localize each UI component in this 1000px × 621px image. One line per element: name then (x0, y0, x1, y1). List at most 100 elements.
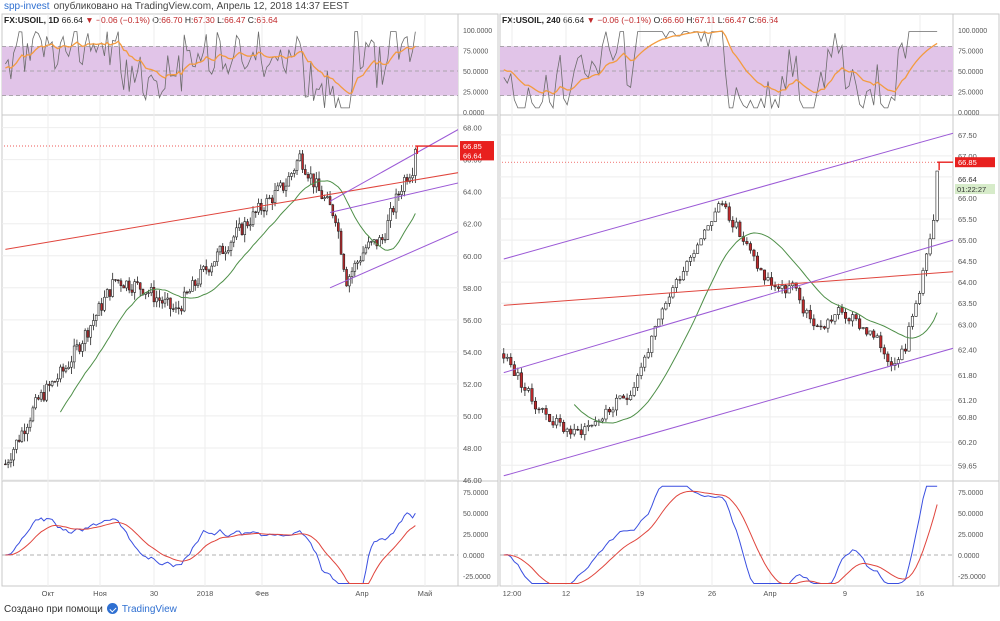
candle-body (320, 190, 324, 200)
candle-body (331, 204, 335, 217)
candle-body (15, 439, 18, 450)
candle-body (81, 343, 84, 352)
candle-body (805, 309, 809, 314)
osc-tick-label: 75.0000 (958, 490, 983, 497)
osc-fast-line (5, 512, 416, 584)
candle-body (61, 366, 65, 372)
candle-body (826, 319, 830, 329)
time-tick-label: Окт (42, 589, 55, 598)
panel-border (499, 13, 1000, 587)
price-tick-label: 62.40 (958, 346, 977, 355)
candle-body (625, 397, 629, 400)
candle-body (204, 266, 208, 271)
candle-body (147, 292, 150, 294)
time-tick-label: 30 (150, 589, 158, 598)
rsi-tick-label: 75.0000 (958, 49, 983, 56)
candle-body (191, 280, 194, 292)
trend-line (503, 271, 953, 306)
candle-body (111, 279, 114, 297)
candle-body (833, 314, 837, 322)
price-tick-label: 65.50 (958, 215, 977, 224)
candle-body (350, 270, 354, 277)
candle-body (660, 308, 664, 320)
tradingview-link[interactable]: TradingView (121, 604, 177, 615)
channel-line (329, 129, 458, 202)
symbol-quote: FX:USOIL, 1D 66.64 ▼ −0.06 (−0.1%) O:66.… (4, 15, 278, 25)
candle-body (287, 176, 291, 187)
candle-body (226, 250, 230, 253)
osc-tick-label: 25.0000 (463, 532, 488, 539)
price-tick-label: 59.65 (958, 461, 977, 470)
candle-body (169, 297, 172, 310)
candle-body (646, 352, 650, 358)
candle-body (152, 287, 156, 303)
candle-body (67, 366, 70, 369)
candle-body (50, 381, 54, 386)
price-tick-label: 62.00 (463, 220, 482, 229)
candle-body (337, 222, 340, 232)
candle-body (696, 244, 700, 254)
candle-body (367, 241, 370, 249)
last-price-tag (955, 174, 995, 185)
candle-body (240, 223, 244, 235)
candle-body (555, 418, 559, 426)
candle-body (163, 298, 167, 304)
time-tick-label: 19 (636, 589, 644, 598)
candle-body (196, 283, 200, 286)
candle-body (900, 348, 904, 360)
time-tick-label: Апр (763, 589, 776, 598)
candle-body (851, 314, 855, 322)
candle-body (815, 325, 819, 327)
candle-body (301, 153, 304, 170)
candle-body (339, 230, 343, 255)
candle-body (199, 269, 202, 285)
candle-body (89, 325, 92, 338)
candle-body (45, 383, 48, 401)
candle-body (28, 420, 32, 428)
rsi-tick-label: 50.0000 (958, 69, 983, 76)
candle-body (193, 280, 197, 286)
time-tick-label: Май (418, 589, 433, 598)
candle-body (86, 330, 90, 338)
candle-body (235, 227, 238, 238)
channel-line (503, 132, 953, 260)
candle-body (160, 300, 164, 304)
candle-body (868, 330, 872, 335)
candle-body (317, 178, 321, 191)
tradingview-logo-icon (106, 603, 118, 614)
candle-body (650, 335, 654, 353)
candle-body (119, 280, 123, 286)
price-tick-label: 61.20 (958, 396, 977, 405)
candle-body (133, 281, 136, 293)
candle-body (116, 279, 120, 282)
candle-body (48, 383, 51, 386)
candle-body (215, 251, 219, 262)
candle-body (526, 388, 530, 391)
candle-body (551, 421, 555, 426)
price-tick-label: 60.20 (958, 438, 977, 447)
candle-body (801, 299, 805, 314)
chart-header: spp-invest опубликовано на TradingView.co… (0, 0, 1000, 13)
channel-line (503, 239, 953, 374)
candle-body (586, 424, 590, 428)
candle-body (678, 279, 682, 281)
candle-body (882, 347, 886, 355)
price-tick-label: 52.00 (463, 380, 482, 389)
candle-body (798, 287, 802, 301)
candle-body (381, 237, 384, 241)
price-tick-label: 50.00 (463, 412, 482, 421)
candle-body (348, 276, 351, 287)
channel-line (503, 347, 953, 477)
osc-fast-line (503, 485, 938, 584)
candle-body (268, 197, 271, 200)
candle-body (622, 395, 626, 399)
candle-body (312, 173, 315, 188)
candle-body (548, 413, 552, 422)
rsi-tick-label: 25.0000 (958, 90, 983, 97)
candle-body (516, 372, 520, 376)
author-link[interactable]: spp-invest (4, 1, 50, 12)
osc-slow-line (5, 521, 416, 584)
candle-body (180, 308, 183, 312)
candle-body (78, 344, 81, 352)
candle-body (724, 203, 728, 208)
